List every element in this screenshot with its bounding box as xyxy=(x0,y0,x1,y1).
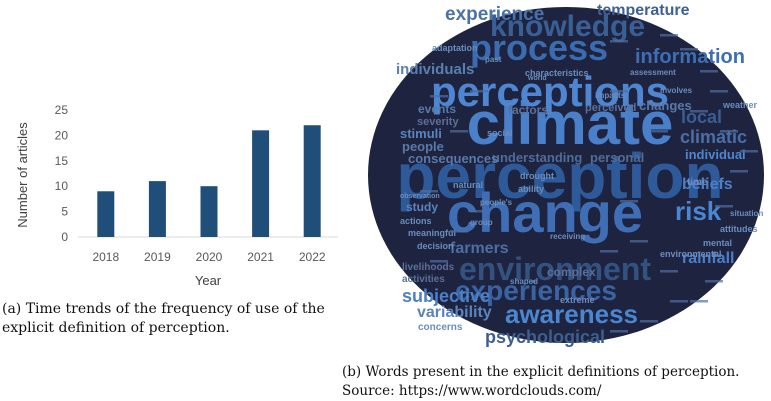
x-tick-label: 2022 xyxy=(299,250,326,264)
bar-2020 xyxy=(200,186,218,237)
word-cloud-word: impacts xyxy=(595,91,626,100)
word-cloud-word: awareness xyxy=(505,299,638,329)
word-cloud-word: natural xyxy=(453,180,483,190)
word-cloud-word: perception xyxy=(396,140,723,212)
word-cloud-word: actions xyxy=(400,216,432,226)
word-cloud-word: people xyxy=(402,139,444,154)
word-cloud-word: characteristics xyxy=(525,68,589,78)
x-tick-label: 2019 xyxy=(144,250,171,264)
word-cloud-word: social xyxy=(487,128,513,138)
word-cloud-word: attitudes xyxy=(720,224,758,234)
word-cloud-word: climate xyxy=(467,90,674,157)
word-cloud-word: individuals xyxy=(396,61,474,78)
word-cloud-word: ability xyxy=(518,184,544,194)
word-cloud-word: process xyxy=(470,27,608,68)
word-cloud-word: risk xyxy=(675,196,722,226)
word-cloud-word: factors xyxy=(508,103,548,117)
word-cloud-word: farmers xyxy=(450,240,509,257)
word-cloud-word: perceived xyxy=(585,102,636,114)
word-cloud-word: individual xyxy=(685,147,746,162)
word-cloud-word: involves xyxy=(660,86,693,95)
word-cloud-word: world xyxy=(527,75,547,82)
word-cloud-word: extreme xyxy=(560,295,595,305)
y-tick-label: 20 xyxy=(55,128,69,142)
word-cloud-word: changes xyxy=(639,98,692,113)
word-cloud-word: information xyxy=(635,46,745,68)
y-tick-label: 10 xyxy=(55,179,69,193)
x-tick-label: 2020 xyxy=(196,250,223,264)
word-cloud-word: mental xyxy=(703,238,732,248)
word-cloud-word: activities xyxy=(402,274,445,285)
word-cloud-word: people's xyxy=(480,198,513,207)
word-cloud-word: situation xyxy=(730,209,763,218)
y-tick-label: 25 xyxy=(55,103,69,117)
word-cloud-word: assessment xyxy=(630,68,676,77)
word-cloud-word: consequences xyxy=(408,151,498,166)
word-cloud-word: meaningful xyxy=(408,228,456,238)
word-cloud-word: livelihoods xyxy=(402,262,455,273)
word-cloud-word: complex xyxy=(547,265,596,279)
word-cloud-word: beliefs xyxy=(682,176,733,193)
x-tick-label: 2018 xyxy=(92,250,119,264)
word-cloud-word: weather xyxy=(722,100,758,110)
word-cloud-word: group xyxy=(470,218,493,227)
word-cloud-word: subjective xyxy=(402,286,490,306)
word-cloud-word: environment xyxy=(459,251,651,287)
x-tick-label: 2021 xyxy=(247,250,274,264)
word-cloud-word: observation xyxy=(400,193,440,200)
word-cloud: perceptionchangeclimateperceptionsenviro… xyxy=(368,2,764,347)
x-axis-title: Year xyxy=(195,273,222,288)
caption-b-line1: (b) Words present in the explicit defini… xyxy=(342,364,740,380)
y-tick-label: 0 xyxy=(61,230,68,244)
word-cloud-word: experience xyxy=(445,4,544,25)
y-tick-label: 15 xyxy=(55,154,69,168)
word-cloud-word: events xyxy=(418,102,456,116)
word-cloud-background xyxy=(368,7,764,343)
bar-2019 xyxy=(148,181,166,237)
bar-2021 xyxy=(252,130,270,237)
caption-b: (b) Words present in the explicit defini… xyxy=(342,363,770,401)
word-cloud-word: receiving xyxy=(550,232,585,241)
word-cloud-word: understanding xyxy=(492,150,582,165)
bar-2018 xyxy=(97,191,115,237)
y-axis-title: Number of articles xyxy=(15,122,30,228)
word-cloud-word: adaptation xyxy=(432,43,478,53)
word-cloud-word: study xyxy=(406,200,438,214)
word-cloud-word: decision xyxy=(417,241,454,251)
word-cloud-word: concerns xyxy=(418,322,463,333)
word-cloud-word: time xyxy=(687,177,708,188)
y-tick-label: 5 xyxy=(61,205,68,219)
bar-2022 xyxy=(303,125,321,237)
word-cloud-word: environmental xyxy=(660,249,722,259)
word-cloud-word: shaped xyxy=(510,277,538,286)
word-cloud-word: drought xyxy=(520,171,554,181)
word-cloud-word: psychological xyxy=(485,327,605,347)
word-cloud-word: experiences xyxy=(455,275,617,306)
word-cloud-word: knowledge xyxy=(490,10,645,43)
bar-chart: Number of articles Year 0 5 10 15 20 25 2018 2… xyxy=(15,103,338,288)
word-cloud-word: temperature xyxy=(597,2,690,19)
caption-b-source: Source: https://www.wordclouds.com/ xyxy=(342,383,602,399)
word-cloud-word: severity xyxy=(417,116,459,128)
caption-a: (a) Time trends of the frequency of use … xyxy=(2,301,325,336)
word-cloud-word: rainfall xyxy=(682,250,734,267)
word-cloud-word: stimuli xyxy=(400,126,442,141)
word-cloud-word: variability xyxy=(417,304,492,321)
word-cloud-word: past xyxy=(485,55,502,64)
word-cloud-word: personal xyxy=(590,150,644,165)
word-cloud-filler-texture xyxy=(420,34,758,333)
